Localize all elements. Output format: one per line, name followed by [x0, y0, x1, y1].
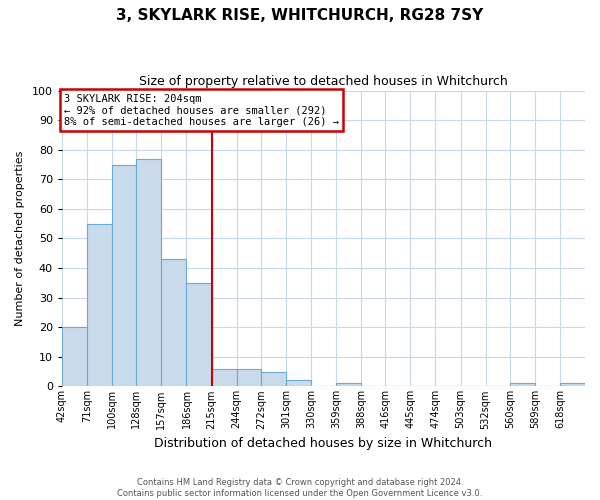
Text: 3, SKYLARK RISE, WHITCHURCH, RG28 7SY: 3, SKYLARK RISE, WHITCHURCH, RG28 7SY	[116, 8, 484, 22]
Bar	[87, 224, 112, 386]
Bar	[212, 368, 236, 386]
Bar	[510, 384, 535, 386]
Text: 3 SKYLARK RISE: 204sqm
← 92% of detached houses are smaller (292)
8% of semi-det: 3 SKYLARK RISE: 204sqm ← 92% of detached…	[64, 94, 339, 126]
Bar	[336, 384, 361, 386]
Bar	[236, 368, 261, 386]
Bar	[261, 372, 286, 386]
Bar	[136, 158, 161, 386]
Text: Contains HM Land Registry data © Crown copyright and database right 2024.
Contai: Contains HM Land Registry data © Crown c…	[118, 478, 482, 498]
Bar	[112, 164, 136, 386]
Bar	[161, 259, 187, 386]
Title: Size of property relative to detached houses in Whitchurch: Size of property relative to detached ho…	[139, 75, 508, 88]
Bar	[286, 380, 311, 386]
Bar	[187, 283, 212, 387]
X-axis label: Distribution of detached houses by size in Whitchurch: Distribution of detached houses by size …	[154, 437, 493, 450]
Y-axis label: Number of detached properties: Number of detached properties	[15, 151, 25, 326]
Bar	[560, 384, 585, 386]
Bar	[62, 327, 87, 386]
